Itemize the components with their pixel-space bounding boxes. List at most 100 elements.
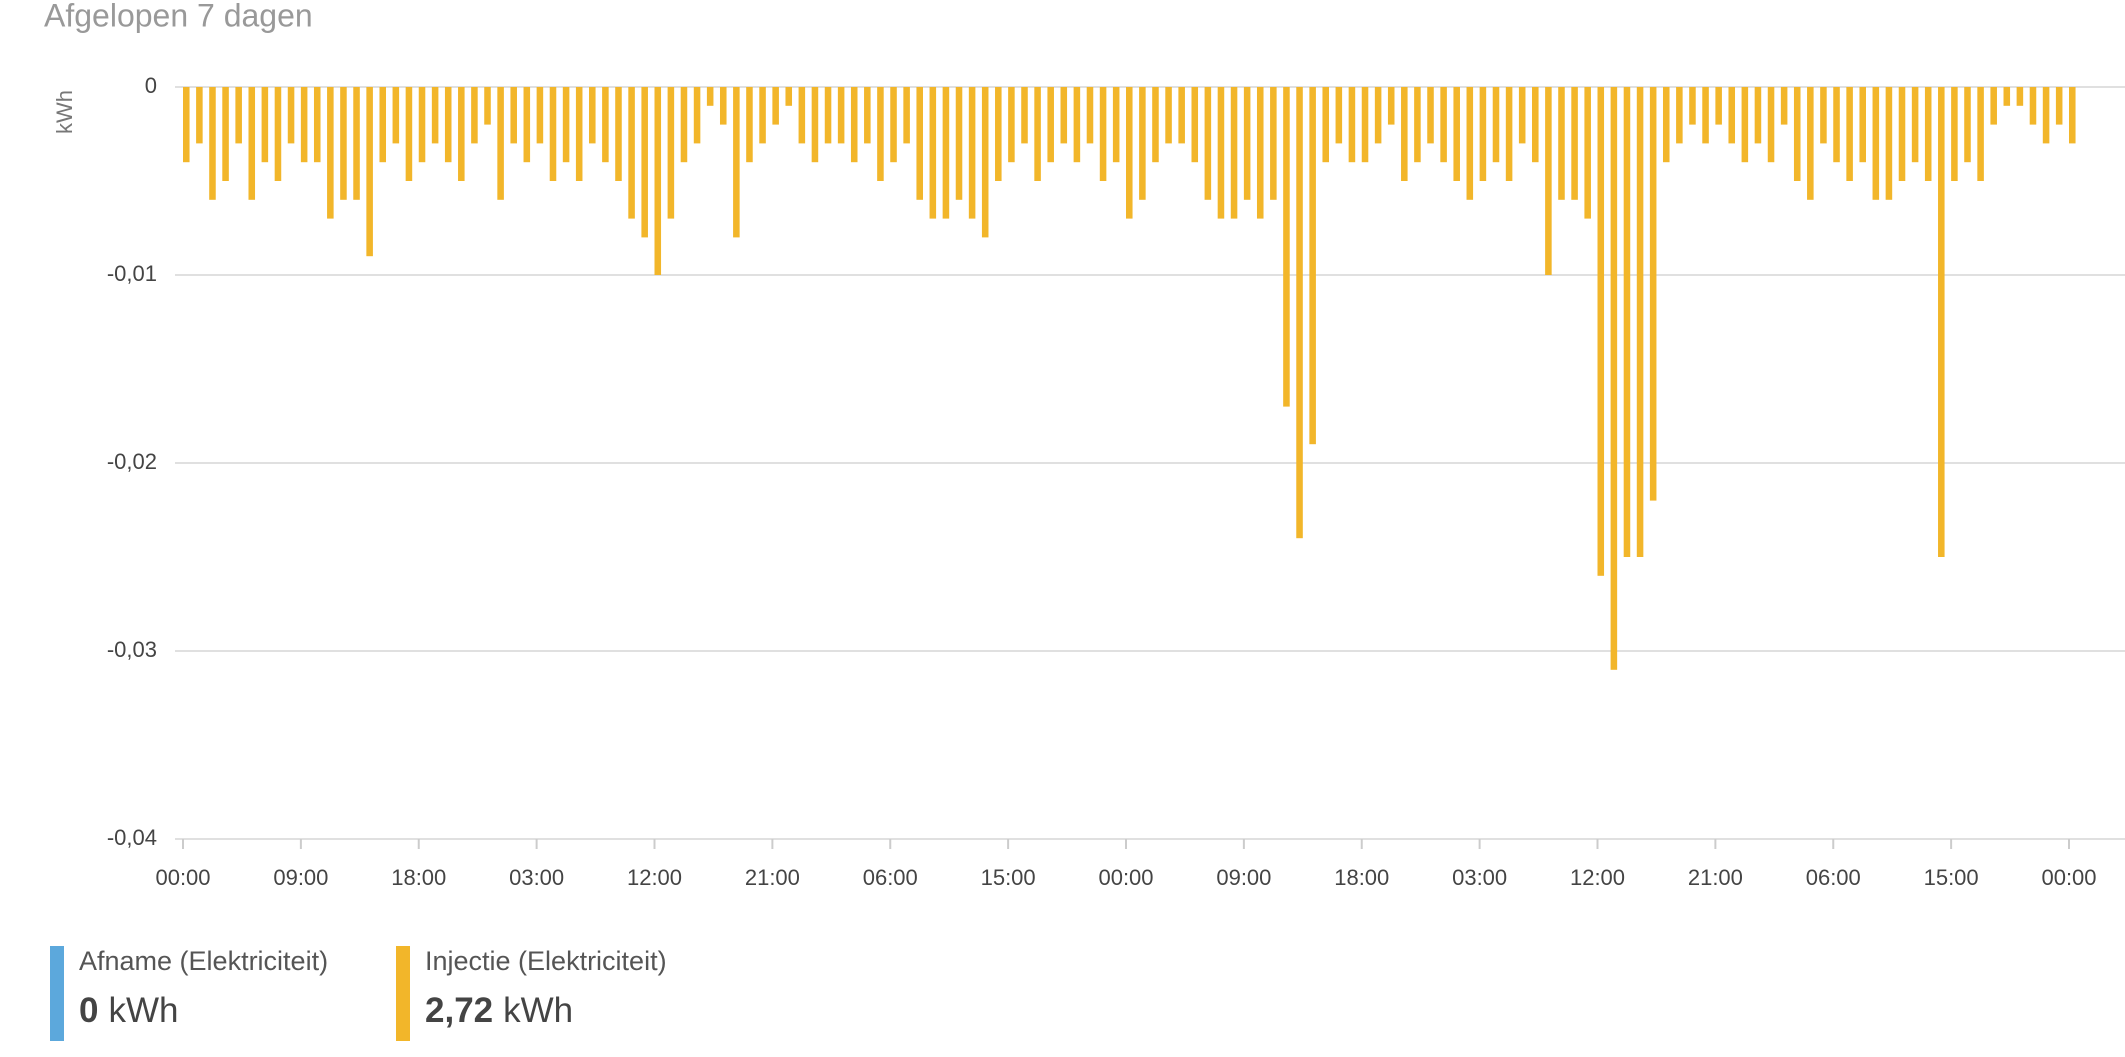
bar — [2003, 87, 2011, 106]
legend-name: Injectie (Elektriciteit) — [425, 946, 667, 976]
bar — [235, 87, 242, 144]
bar — [523, 87, 531, 163]
bar — [340, 87, 347, 200]
bar — [1571, 87, 1578, 200]
bar — [1715, 87, 1722, 125]
bar — [379, 87, 387, 163]
x-tick-label: 12:00 — [1570, 865, 1625, 890]
bar — [995, 87, 1002, 181]
bar — [589, 87, 596, 144]
x-tick-label: 09:00 — [273, 865, 328, 890]
bar — [968, 87, 976, 219]
bar — [1885, 87, 1893, 200]
bar — [183, 87, 190, 163]
x-tick-label: 12:00 — [627, 865, 682, 890]
bar — [458, 87, 465, 181]
bar — [615, 87, 622, 181]
bar — [274, 87, 282, 181]
bar — [2016, 87, 2024, 106]
bar — [431, 87, 439, 144]
x-tick-label: 18:00 — [391, 865, 446, 890]
bar — [654, 87, 662, 275]
x-tick-label: 00:00 — [155, 865, 210, 890]
legend-total: 2,72 kWh — [425, 991, 573, 1030]
bar — [1374, 87, 1382, 144]
bar — [209, 87, 216, 200]
bar — [706, 87, 714, 106]
bar — [1898, 87, 1906, 181]
bar — [327, 87, 334, 219]
bar — [798, 87, 806, 144]
bar — [1741, 87, 1749, 163]
bar — [1505, 87, 1513, 181]
chart-title: Afgelopen 7 dagen — [44, 0, 313, 33]
bar — [497, 87, 504, 200]
bar — [353, 87, 360, 200]
y-tick-label: 0 — [145, 73, 157, 98]
bar — [1335, 87, 1343, 144]
bar — [1165, 87, 1172, 144]
bar — [1767, 87, 1775, 163]
bar — [772, 87, 779, 125]
bar — [824, 87, 832, 144]
bar — [1846, 87, 1853, 181]
bar — [602, 87, 609, 163]
bar — [1951, 87, 1958, 181]
bar — [1112, 87, 1120, 163]
bar — [1256, 87, 1264, 219]
bar — [981, 87, 989, 238]
bar — [785, 87, 793, 106]
bar — [1833, 87, 1840, 163]
legend-name: Afname (Elektriciteit) — [79, 946, 328, 976]
bar — [405, 87, 413, 181]
bar — [1623, 87, 1631, 557]
bar — [484, 87, 491, 125]
x-tick-label: 09:00 — [1216, 865, 1271, 890]
bar — [1073, 87, 1081, 163]
bar — [1820, 87, 1827, 144]
bar — [1649, 87, 1657, 501]
bar — [418, 87, 426, 163]
bar — [1492, 87, 1500, 163]
total-value: 0 — [79, 991, 98, 1030]
total-unit: kWh — [503, 991, 573, 1030]
bar — [248, 87, 256, 200]
bar — [667, 87, 675, 219]
bar — [1859, 87, 1866, 163]
bar — [2055, 87, 2063, 125]
bar — [1558, 87, 1565, 200]
bar — [444, 87, 452, 163]
bar — [1361, 87, 1369, 163]
x-tick-label: 21:00 — [1688, 865, 1743, 890]
bar — [1676, 87, 1683, 144]
bar — [1545, 87, 1552, 275]
bar — [562, 87, 570, 163]
bar — [719, 87, 727, 125]
bar — [864, 87, 871, 144]
bar — [1139, 87, 1146, 200]
y-tick-label: -0,04 — [107, 825, 157, 850]
bar — [1911, 87, 1919, 163]
bar — [1807, 87, 1814, 200]
bar — [1977, 87, 1984, 181]
bar — [1872, 87, 1880, 200]
bar — [2029, 87, 2037, 125]
bar — [1191, 87, 1199, 163]
bar — [1662, 87, 1670, 163]
bar — [575, 87, 583, 181]
bar — [1479, 87, 1487, 181]
bar — [2042, 87, 2050, 144]
bar — [196, 87, 203, 144]
legend-swatch — [396, 946, 410, 1041]
bar — [1099, 87, 1107, 181]
bar — [1217, 87, 1225, 219]
bar — [287, 87, 295, 144]
bar — [1178, 87, 1185, 144]
bar — [1780, 87, 1788, 125]
bar — [471, 87, 478, 144]
bar — [1584, 87, 1591, 219]
bar — [1021, 87, 1028, 144]
total-value: 2,72 — [425, 991, 493, 1030]
bar — [1990, 87, 1997, 125]
bar — [510, 87, 517, 144]
